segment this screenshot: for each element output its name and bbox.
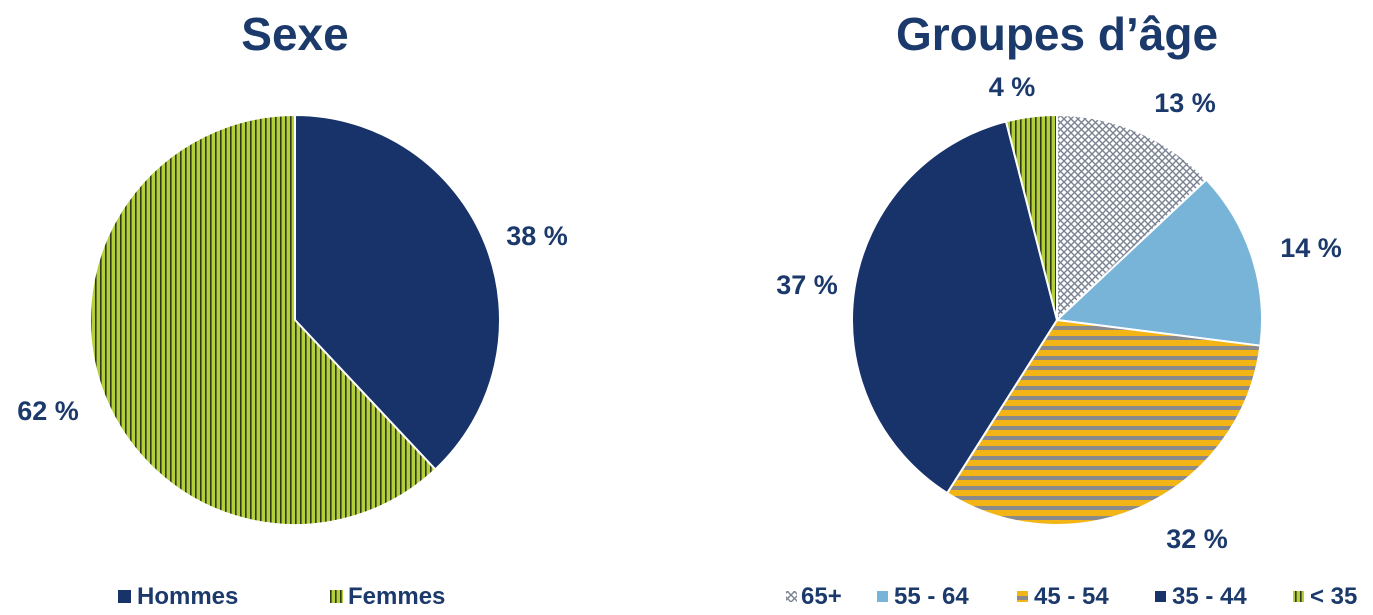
legend-label-65-plus: 65+ (801, 583, 842, 610)
legend-swatch-45-54 (1017, 591, 1028, 602)
data-label-hommes: 38 % (506, 221, 568, 251)
legend-swatch-35-44 (1155, 591, 1166, 602)
legend-item-45-54: 45 - 54 (1017, 583, 1109, 610)
legend-label-hommes: Hommes (137, 583, 238, 610)
data-label-35-44: 37 % (776, 270, 838, 300)
pie-slices-sexe (88, 113, 501, 526)
legend-label-femmes: Femmes (348, 583, 445, 610)
pie-chart-groupes-age: Groupes d’âge 13 % 14 % 32 % 37 % 4 % 65… (776, 8, 1357, 610)
legend-item-65-plus: 65+ (786, 583, 842, 610)
chart-title-groupes-age: Groupes d’âge (896, 8, 1218, 60)
data-label-65-plus: 13 % (1154, 88, 1216, 118)
pie-slices-groupes-age (851, 113, 1263, 526)
pie-slice-femmes (88, 113, 437, 526)
legend-swatch-under-35 (1293, 591, 1304, 602)
legend-item-hommes: Hommes (118, 583, 238, 610)
legend-label-55-64: 55 - 64 (894, 583, 969, 610)
pie-slice-under-35 (1004, 113, 1058, 321)
legend-item-55-64: 55 - 64 (877, 583, 969, 610)
chart-title-sexe: Sexe (241, 8, 348, 60)
legend-label-45-54: 45 - 54 (1034, 583, 1109, 610)
legend-item-femmes: Femmes (330, 583, 445, 610)
pie-slice-hommes (294, 113, 501, 471)
pie-slice-65-plus (1056, 113, 1208, 323)
legend-label-under-35: < 35 (1310, 583, 1357, 610)
legend-swatch-femmes (330, 590, 343, 603)
legend-swatch-hommes (118, 590, 131, 603)
pie-slice-55-64 (1054, 178, 1263, 347)
data-label-under-35: 4 % (989, 72, 1036, 102)
legend-item-under-35: < 35 (1293, 583, 1357, 610)
pie-chart-sexe: Sexe 38 % 62 % Hommes Femmes (17, 8, 568, 610)
legend-groupes-age: 65+ 55 - 64 45 - 54 35 - 44 < 35 (786, 583, 1357, 610)
pie-slice-35-44 (851, 120, 1059, 495)
data-label-55-64: 14 % (1280, 233, 1342, 263)
legend-swatch-65-plus (786, 591, 797, 602)
data-label-45-54: 32 % (1166, 524, 1228, 554)
legend-item-35-44: 35 - 44 (1155, 583, 1247, 610)
legend-sexe: Hommes Femmes (118, 583, 445, 610)
legend-label-35-44: 35 - 44 (1172, 583, 1247, 610)
data-label-femmes: 62 % (17, 396, 79, 426)
legend-swatch-55-64 (877, 591, 888, 602)
